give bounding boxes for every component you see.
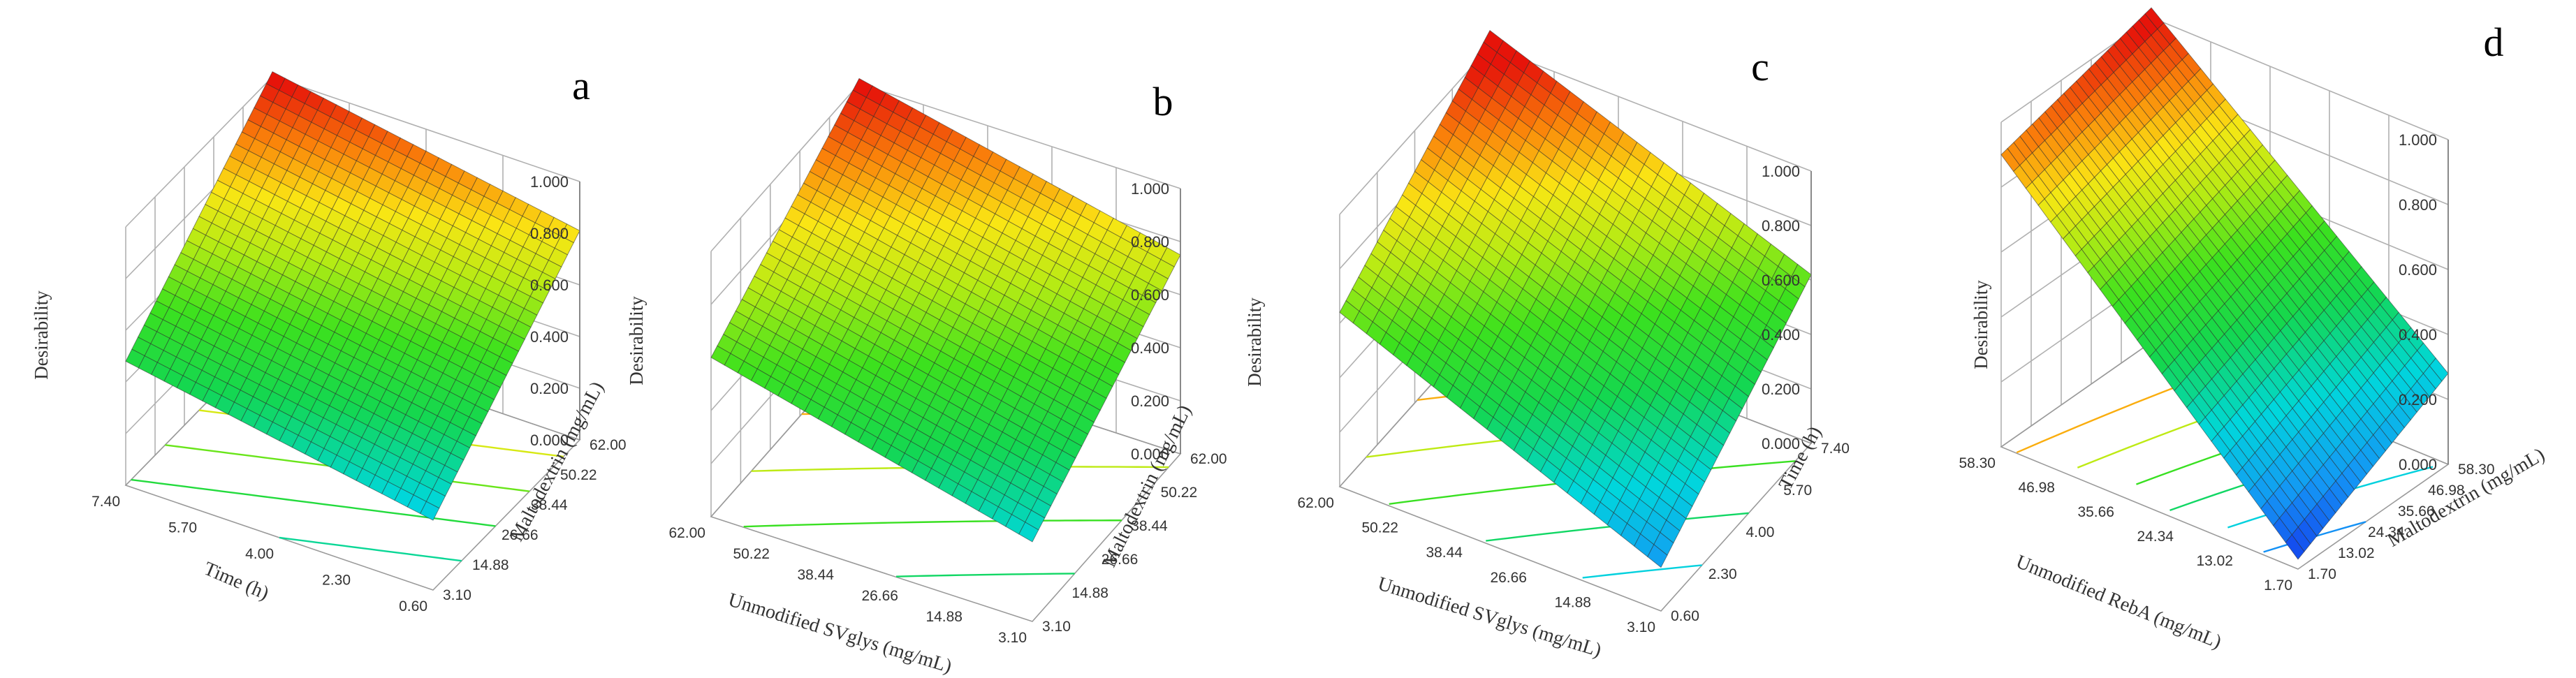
- y-tick-label: 14.88: [1071, 585, 1108, 601]
- x-tick-label: 13.02: [2196, 553, 2233, 569]
- y-tick-label: 4.00: [1746, 524, 1775, 540]
- wall-gridline: [710, 83, 860, 252]
- y-tick-label: 26.66: [502, 527, 539, 543]
- z-tick-label: 0.200: [1131, 392, 1169, 410]
- y-tick-label: 3.10: [443, 587, 471, 603]
- z-tick-label: 0.200: [1762, 381, 1800, 398]
- z-tick-label: 1.000: [530, 173, 569, 191]
- z-axis-title: Desirability: [1244, 297, 1265, 387]
- surface: [1339, 29, 1812, 568]
- z-tick-label: 0.800: [2399, 196, 2437, 214]
- z-axis-title: Desirability: [626, 296, 647, 385]
- y-tick-label: 0.60: [1671, 608, 1699, 624]
- x-tick-label: 3.10: [998, 630, 1027, 646]
- z-tick-label: 0.600: [1762, 272, 1800, 289]
- contour-line: [895, 573, 1075, 577]
- y-tick-label: 58.30: [2458, 462, 2495, 478]
- z-tick-label: 0.800: [1131, 233, 1169, 251]
- x-tick-label: 1.70: [2264, 577, 2292, 594]
- z-tick-label: 0.000: [1131, 445, 1169, 463]
- x-tick-label: 0.60: [399, 598, 427, 614]
- x-tick-label: 4.00: [245, 546, 274, 562]
- panel-letter: d: [2484, 20, 2504, 65]
- wall-gridline: [125, 76, 273, 228]
- contour-line: [743, 519, 1122, 528]
- z-tick-label: 1.000: [2399, 131, 2437, 149]
- y-tick-label: 5.70: [1783, 482, 1812, 499]
- y-tick-label: 2.30: [1708, 566, 1737, 582]
- z-tick-label: 1.000: [1762, 163, 1800, 180]
- surface-cell: [420, 501, 440, 521]
- y-tick-label: 62.00: [1190, 451, 1227, 467]
- x-tick-label: 35.66: [2077, 504, 2114, 520]
- z-tick-label: 1.000: [1131, 180, 1169, 198]
- x-tick-label: 50.22: [1361, 520, 1398, 536]
- panel-letter: c: [1751, 44, 1769, 89]
- x-tick-label: 46.98: [2018, 480, 2055, 496]
- y-tick-label: 26.66: [1102, 552, 1139, 568]
- z-tick-label: 0.200: [2399, 391, 2437, 408]
- y-tick-label: 38.44: [1131, 518, 1168, 534]
- x-tick-label: 14.88: [1554, 594, 1591, 610]
- z-tick-label: 0.000: [530, 432, 569, 449]
- panel-letter: b: [1153, 79, 1173, 124]
- z-axis-title: Desirability: [1970, 280, 1991, 369]
- y-tick-label: 35.66: [2398, 503, 2435, 519]
- z-tick-label: 0.200: [530, 380, 569, 397]
- y-tick-label: 14.88: [472, 557, 509, 573]
- z-tick-label: 0.000: [2399, 456, 2437, 473]
- x-tick-label: 24.34: [2137, 529, 2174, 545]
- y-tick-label: 3.10: [1042, 619, 1071, 635]
- z-tick-label: 0.400: [2399, 326, 2437, 344]
- surface-cell: [1647, 544, 1668, 568]
- surface-cell: [1018, 522, 1039, 543]
- y-tick-label: 46.98: [2428, 482, 2465, 499]
- x-tick-label: 26.66: [861, 588, 898, 604]
- z-tick-label: 0.600: [1131, 286, 1169, 304]
- wall-gridline: [858, 83, 1181, 189]
- wall-gridline: [2151, 17, 2449, 140]
- x-tick-label: 62.00: [668, 525, 705, 541]
- y-tick-label: 13.02: [2338, 545, 2375, 561]
- wall-gridline: [1489, 46, 1812, 172]
- z-tick-label: 0.600: [530, 277, 569, 294]
- y-tick-label: 38.44: [531, 497, 568, 513]
- z-tick-label: 0.000: [1762, 435, 1800, 452]
- x-tick-label: 62.00: [1297, 495, 1334, 511]
- z-tick-label: 0.400: [1762, 326, 1800, 344]
- y-tick-label: 50.22: [560, 467, 597, 483]
- x-tick-label: 7.40: [92, 494, 120, 510]
- x-tick-label: 3.10: [1627, 619, 1655, 635]
- x-tick-label: 5.70: [168, 520, 197, 536]
- y-tick-label: 7.40: [1821, 441, 1850, 457]
- y-tick-label: 62.00: [590, 437, 627, 453]
- x-tick-label: 50.22: [733, 546, 770, 562]
- surface: [710, 78, 1181, 543]
- y-tick-label: 50.22: [1161, 485, 1198, 501]
- x-tick-label: 14.88: [925, 609, 963, 625]
- z-axis-title: Desirability: [31, 290, 52, 380]
- x-tick-label: 58.30: [1959, 455, 1996, 471]
- y-tick-label: 1.70: [2308, 566, 2336, 582]
- z-tick-label: 0.800: [1762, 217, 1800, 235]
- contour-line: [131, 478, 496, 527]
- contour-line: [1582, 564, 1702, 579]
- contour-line: [279, 536, 462, 562]
- z-tick-label: 0.800: [530, 225, 569, 242]
- z-tick-label: 0.400: [1131, 339, 1169, 357]
- y-tick-label: 24.34: [2368, 524, 2405, 540]
- panel-letter: a: [572, 63, 590, 108]
- x-tick-label: 38.44: [1426, 545, 1463, 561]
- x-tick-label: 38.44: [797, 567, 834, 583]
- surface: [2000, 7, 2449, 560]
- surface-cell: [2285, 534, 2305, 560]
- z-tick-label: 0.600: [2399, 261, 2437, 279]
- x-tick-label: 26.66: [1490, 570, 1527, 586]
- x-tick-label: 2.30: [322, 573, 351, 589]
- z-tick-label: 0.400: [530, 328, 569, 346]
- surface: [125, 71, 580, 521]
